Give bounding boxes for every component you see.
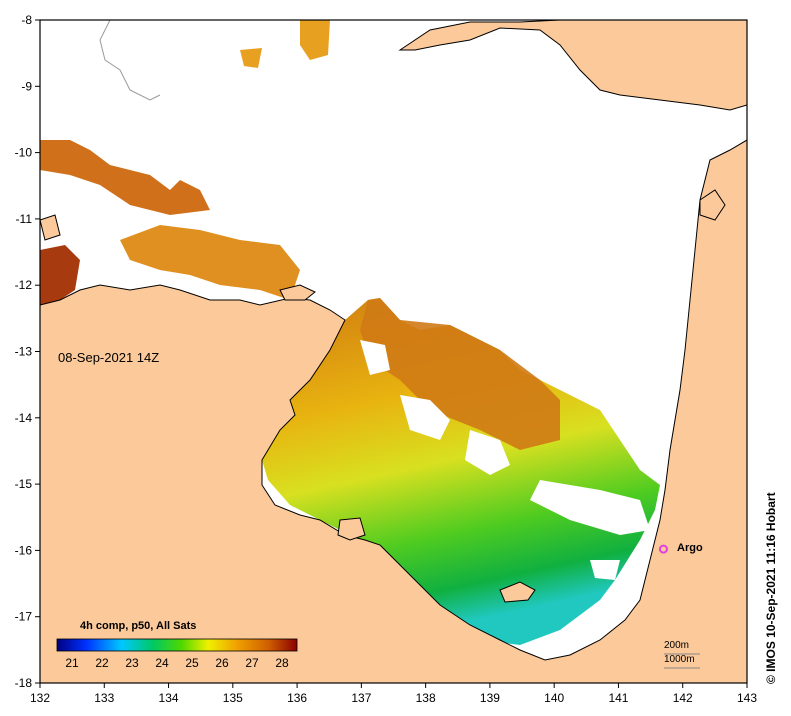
no-data-holes bbox=[360, 340, 650, 580]
x-tick-label: 139 bbox=[480, 691, 500, 705]
land-island-mornington bbox=[499, 581, 536, 603]
x-tick-label: 141 bbox=[608, 691, 628, 705]
land-island-groote bbox=[337, 517, 366, 541]
x-tick-label: 142 bbox=[673, 691, 693, 705]
y-tick-label: -9 bbox=[21, 79, 32, 93]
plot-area bbox=[40, 20, 747, 683]
land-island-wessel bbox=[279, 284, 316, 301]
y-tick-label: -11 bbox=[16, 212, 33, 226]
sst-patch-gulf bbox=[262, 298, 660, 645]
land-layer bbox=[40, 20, 747, 683]
colorbar-tick-label: 24 bbox=[155, 656, 169, 670]
sst-patch-arafura-north bbox=[40, 140, 210, 215]
x-axis: 132 133 134 135 136 137 138 139 140 141 142 143 bbox=[30, 683, 757, 705]
x-tick-label: 132 bbox=[30, 691, 50, 705]
colorbar-tick-label: 28 bbox=[275, 656, 289, 670]
sst-patch-arafura bbox=[120, 225, 300, 300]
x-tick-label: 133 bbox=[94, 691, 114, 705]
y-tick-label: -12 bbox=[15, 278, 33, 292]
y-tick-label: -17 bbox=[15, 610, 33, 624]
x-tick-label: 134 bbox=[159, 691, 179, 705]
land-australia-west bbox=[40, 139, 747, 683]
y-tick-label: -14 bbox=[15, 411, 33, 425]
colorbar-tick-label: 26 bbox=[215, 656, 229, 670]
x-tick-label: 136 bbox=[287, 691, 307, 705]
land-island-sw-corner bbox=[40, 214, 61, 241]
colorbar-tick-label: 22 bbox=[95, 656, 109, 670]
x-tick-label: 143 bbox=[737, 691, 757, 705]
isobath-1000-label: 1000m bbox=[664, 654, 695, 665]
colorbar-tick-label: 25 bbox=[185, 656, 199, 670]
y-tick-label: -13 bbox=[15, 345, 33, 359]
sst-patch-north-small-2 bbox=[240, 48, 262, 68]
colorbar-tick-label: 23 bbox=[125, 656, 139, 670]
y-tick-label: -15 bbox=[15, 477, 33, 491]
colorbar-tick-label: 27 bbox=[245, 656, 259, 670]
colorbar-tick-label: 21 bbox=[65, 656, 79, 670]
land-new-guinea bbox=[398, 20, 747, 111]
land-island-cape-york-north bbox=[699, 189, 726, 221]
x-tick-label: 137 bbox=[351, 691, 371, 705]
x-tick-label: 138 bbox=[416, 691, 436, 705]
isobath-200-label: 200m bbox=[664, 640, 690, 651]
credit-label: © IMOS 10-Sep-2021 11:16 Hobart bbox=[764, 492, 778, 684]
argo-float-marker[interactable] bbox=[658, 544, 668, 554]
y-tick-label: -8 bbox=[21, 13, 32, 27]
date-label: 08-Sep-2021 14Z bbox=[58, 350, 160, 365]
colorbar-ticks: 21 22 23 24 25 26 27 28 bbox=[65, 656, 289, 670]
x-tick-label: 140 bbox=[544, 691, 564, 705]
y-tick-label: -10 bbox=[15, 146, 33, 160]
y-tick-label: -16 bbox=[15, 543, 33, 557]
sst-patch-gulf-ne bbox=[360, 298, 560, 450]
sst-layer bbox=[40, 20, 660, 645]
colorbar-title: 4h comp, p50, All Sats bbox=[80, 620, 197, 632]
y-axis: -8 -9 -10 -11 -12 -13 -14 -15 -16 -17 -18 bbox=[15, 13, 40, 690]
colorbar-gradient bbox=[56, 638, 298, 652]
sst-patch-northwest bbox=[40, 245, 80, 305]
coastline-north-grey bbox=[99, 20, 161, 101]
argo-label: Argo bbox=[677, 542, 703, 554]
x-tick-label: 135 bbox=[223, 691, 243, 705]
sst-patch-north-small bbox=[300, 20, 330, 60]
y-tick-label: -18 bbox=[15, 676, 33, 690]
colorbar: 21 22 23 24 25 26 27 28 bbox=[56, 638, 298, 670]
